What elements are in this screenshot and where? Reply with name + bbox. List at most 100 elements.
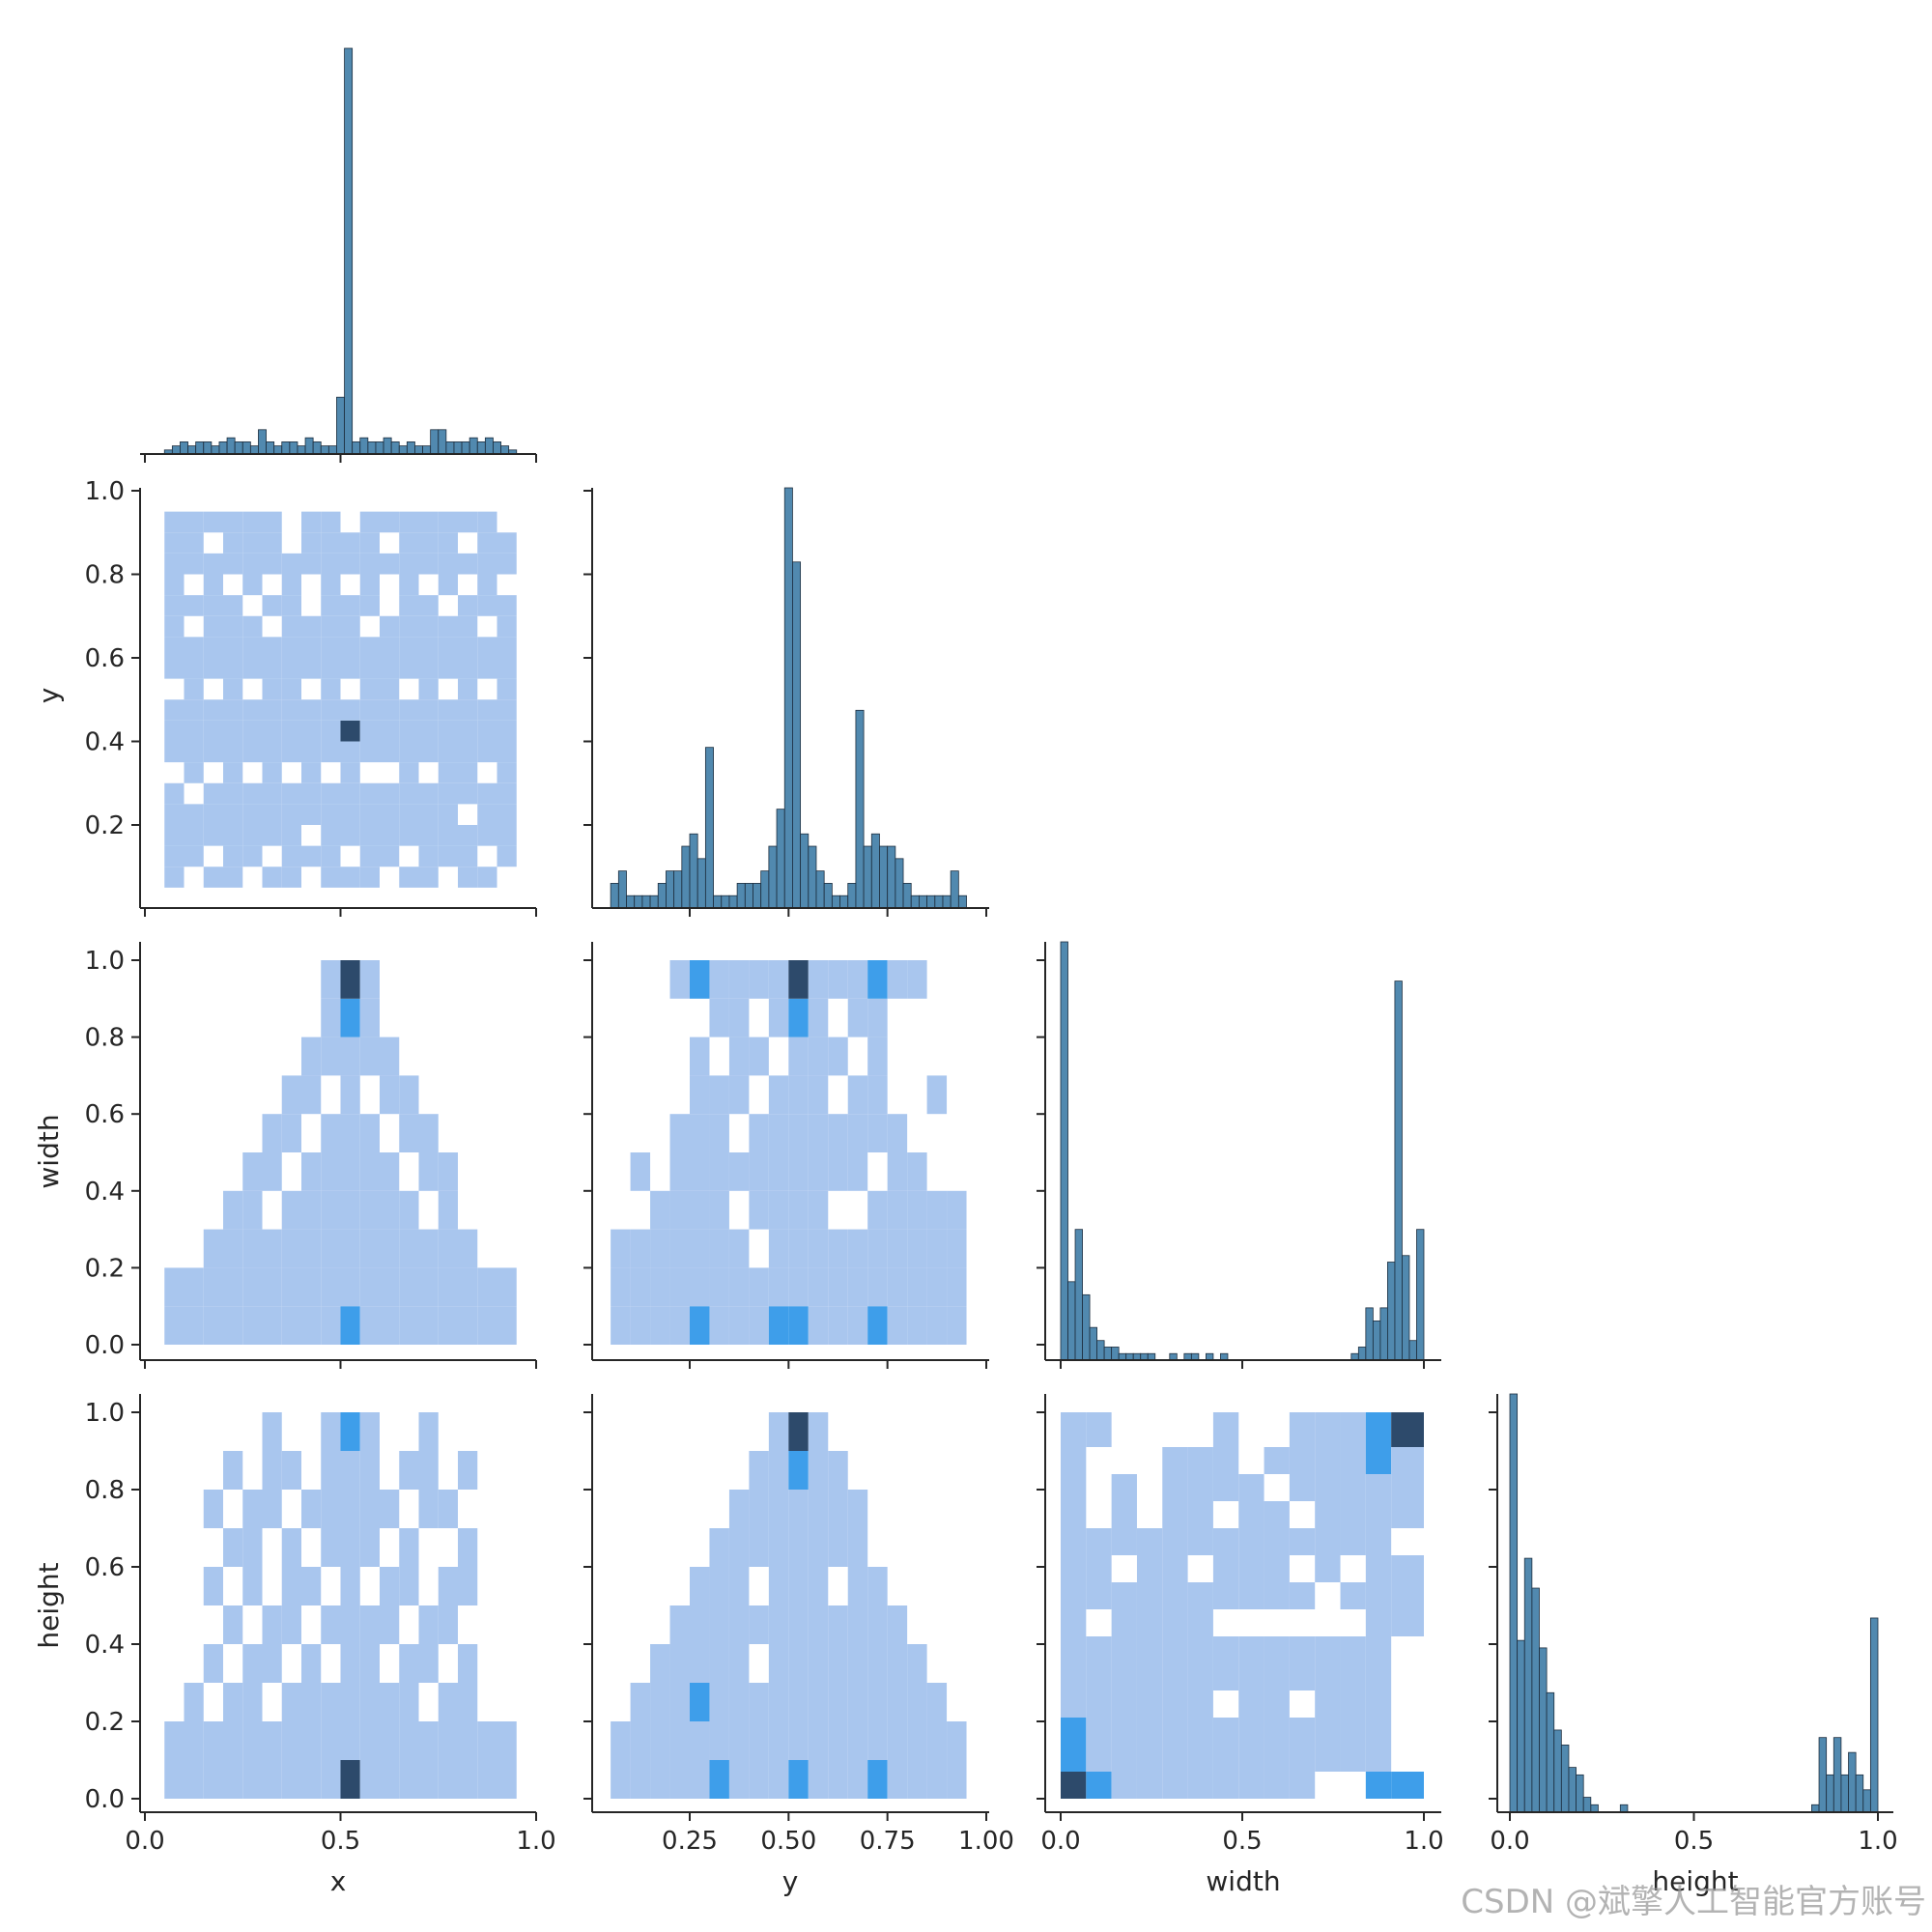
- heatmap-cell-y_height-1-1: [630, 1721, 651, 1760]
- heatmap-cell-x_y-6-12: [399, 741, 419, 763]
- heatmap-cell-y_width-2-12: [847, 1229, 868, 1268]
- heatmap-cell-x_width-0-8: [321, 1306, 341, 1345]
- x-axis-label-y: y: [782, 1865, 799, 1897]
- hist-bar-width-17: [1183, 1352, 1192, 1361]
- hist-bar-y-38: [910, 895, 920, 909]
- heatmap-cell-x_y-13-2: [203, 595, 223, 616]
- y-tick-label: 0.8: [85, 1024, 125, 1053]
- heatmap-cell-x_width-2-15: [458, 1229, 478, 1268]
- heatmap-cell-x_y-9-10: [359, 678, 380, 700]
- heatmap-cell-x_width-8-9: [340, 998, 360, 1037]
- heatmap-cell-x_height-3-12: [399, 1644, 419, 1683]
- heatmap-cell-x_y-13-16: [477, 595, 497, 616]
- hist-panel-y: [610, 487, 967, 909]
- heatmap-cell-x_y-7-12: [399, 720, 419, 742]
- heatmap-cell-y_height-0-8: [768, 1760, 789, 1799]
- heatmap-cell-x_height-1-2: [203, 1721, 223, 1760]
- heatmap-cell-y_width-4-8: [768, 1152, 789, 1191]
- heatmap-cell-x_y-8-17: [497, 699, 517, 721]
- heatmap-cell-width_height-1-5: [1187, 1745, 1213, 1772]
- heatmap-cell-x_y-7-3: [223, 720, 243, 742]
- heatmap-cell-x_y-17-10: [359, 511, 380, 533]
- heatmap-cell-x_y-4-16: [477, 782, 497, 805]
- heatmap-cell-x_y-10-11: [380, 658, 400, 679]
- heatmap-cell-y_height-5-13: [867, 1567, 888, 1605]
- heatmap-cell-x_y-8-15: [458, 699, 478, 721]
- heatmap-cell-x_height-2-15: [458, 1683, 478, 1721]
- hist-bar-height-0: [1509, 1393, 1519, 1813]
- heatmap-cell-y_height-7-7: [749, 1490, 769, 1528]
- heatmap-cell-x_width-1-11: [380, 1267, 400, 1307]
- heatmap-cell-y_width-2-13: [867, 1229, 888, 1268]
- heatmap-cell-width_height-5-7: [1238, 1636, 1264, 1663]
- heatmap-cell-x_y-2-14: [438, 825, 458, 846]
- heatmap-cell-x_y-2-1: [184, 825, 204, 846]
- heatmap-cell-width_height-10-4: [1162, 1501, 1188, 1528]
- heatmap-cell-y_width-4-1: [630, 1152, 651, 1191]
- heatmap-cell-width_height-0-2: [1111, 1772, 1137, 1799]
- hist-bar-y-2: [626, 895, 636, 909]
- heatmap-cell-x_y-16-9: [340, 532, 360, 554]
- hist-bar-y-40: [926, 895, 936, 909]
- heatmap-cell-y_width-5-13: [867, 1114, 888, 1152]
- heatmap-cell-x_y-15-5: [262, 553, 282, 575]
- heatmap-cell-x_y-16-7: [301, 532, 322, 554]
- heatmap-cell-x_y-17-15: [458, 511, 478, 533]
- heatmap-cell-width_height-9-3: [1136, 1528, 1163, 1555]
- hist-bar-x-38: [461, 440, 470, 455]
- heatmap-cell-x_y-0-9: [340, 867, 360, 888]
- hist-bar-width-48: [1408, 1340, 1417, 1361]
- heatmap-cell-y_width-1-11: [828, 1267, 848, 1307]
- heatmap-cell-width_height-1-1: [1086, 1745, 1112, 1772]
- hist-bar-x-3: [187, 445, 197, 455]
- heatmap-cell-x_height-9-8: [321, 1412, 341, 1451]
- heatmap-cell-y_width-6-4: [690, 1075, 710, 1115]
- heatmap-cell-x_y-0-16: [477, 867, 497, 888]
- heatmap-cell-width_height-4-6: [1212, 1663, 1239, 1690]
- heatmap-cell-x_y-6-4: [242, 741, 263, 763]
- heatmap-cell-y_height-4-8: [768, 1605, 789, 1644]
- heatmap-cell-x_y-7-5: [262, 720, 282, 742]
- heatmap-cell-x_width-1-10: [359, 1267, 380, 1307]
- heatmap-cell-y_width-8-9: [788, 998, 809, 1037]
- heatmap-cell-width_height-10-0: [1061, 1501, 1087, 1528]
- hist-bar-x-14: [273, 445, 283, 455]
- heatmap-cell-width_height-9-6: [1212, 1528, 1239, 1555]
- heatmap-cell-x_height-6-6: [281, 1528, 301, 1567]
- heatmap-cell-width_height-12-6: [1212, 1447, 1239, 1474]
- heatmap-cell-y_width-1-17: [947, 1267, 967, 1307]
- heatmap-cell-x_height-1-17: [497, 1721, 517, 1760]
- heatmap-cell-x_width-1-13: [418, 1267, 439, 1307]
- heatmap-cell-y_width-4-5: [709, 1152, 729, 1191]
- heatmap-cell-y_width-1-14: [887, 1267, 908, 1307]
- heatmap-cell-y_height-2-12: [847, 1683, 868, 1721]
- hist-bar-width-45: [1387, 1262, 1396, 1361]
- heatmap-cell-x_y-14-0: [164, 574, 185, 596]
- heatmap-cell-x_y-2-8: [321, 825, 341, 846]
- hist-bar-y-12: [704, 747, 714, 909]
- hist-bar-y-39: [919, 895, 927, 909]
- heatmap-cell-x_width-5-10: [359, 1114, 380, 1152]
- heatmap-cell-y_height-2-11: [828, 1683, 848, 1721]
- heatmap-cell-y_height-1-2: [650, 1721, 670, 1760]
- heatmap-cell-width_height-13-13: [1391, 1412, 1424, 1447]
- hist-bar-y-28: [831, 895, 840, 909]
- heatmap-cell-x_y-11-17: [497, 637, 517, 658]
- heatmap-cell-x_y-10-17: [497, 658, 517, 679]
- heatmap-cell-y_width-0-2: [650, 1306, 670, 1345]
- heatmap-cell-x_height-8-8: [321, 1451, 341, 1490]
- heatmap-cell-width_height-13-10: [1315, 1412, 1341, 1447]
- heatmap-cell-x_height-6-15: [458, 1528, 478, 1567]
- heatmap-cell-x_y-7-11: [380, 720, 400, 742]
- heatmap-cell-x_y-3-13: [418, 804, 439, 825]
- heatmap-cell-x_y-4-17: [497, 782, 517, 805]
- heatmap-cell-y_height-1-14: [887, 1721, 908, 1760]
- heatmap-cell-x_width-0-4: [242, 1306, 263, 1345]
- heatmap-cell-x_y-10-10: [359, 658, 380, 679]
- heatmap-cell-x_width-4-8: [321, 1152, 341, 1191]
- hist-bar-x-11: [249, 445, 259, 455]
- hist-bar-x-4: [195, 440, 205, 455]
- heatmap-cell-x_width-1-3: [223, 1267, 243, 1307]
- heatmap-cell-x_y-13-0: [164, 595, 185, 616]
- hist-bar-y-34: [879, 845, 889, 909]
